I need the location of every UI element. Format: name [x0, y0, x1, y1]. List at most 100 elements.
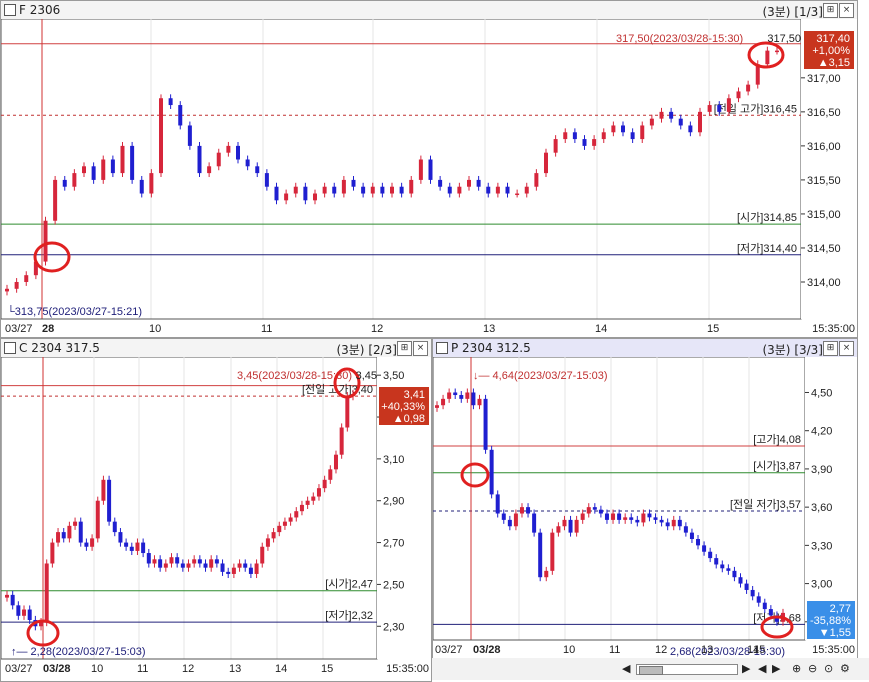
candle-body: [696, 538, 701, 546]
candle-body: [345, 396, 350, 428]
zoom-fit-icon[interactable]: ⊙: [824, 662, 834, 675]
y-tick-label: 2,30: [383, 621, 404, 633]
scroll-right-button[interactable]: ▶: [742, 662, 751, 675]
candle-body: [90, 538, 95, 547]
candle-body: [717, 105, 722, 112]
chart-navigation-bar: ◀ ▶ ◀ ▶ ⊕ ⊖ ⊙ ⚙: [432, 658, 869, 680]
candle-body: [630, 132, 635, 140]
scroll-thumb[interactable]: [639, 666, 663, 675]
y-tick-label: 315,00: [807, 209, 841, 221]
candle-body: [683, 526, 688, 533]
call-chart[interactable]: 3,503,303,102,902,702,502,30[전일 고가]3,40[…: [1, 357, 431, 681]
put-settings-icon[interactable]: ⊞: [823, 341, 838, 356]
put-checkbox[interactable]: [436, 342, 448, 354]
futures-checkbox[interactable]: [4, 4, 16, 16]
candle-body: [671, 519, 676, 527]
y-tick-label: 3,00: [811, 579, 832, 591]
scroll-track[interactable]: [636, 664, 738, 675]
x-tick-label: 15: [753, 644, 765, 656]
prev-low-label: [전일 저가]3,57: [730, 497, 801, 511]
highlight-circle: [333, 367, 361, 399]
candle-body: [22, 609, 27, 616]
x-tick-label: 15: [321, 663, 333, 675]
futures-timeframe: (3분) [1/3]: [762, 5, 823, 19]
candle-body: [255, 166, 260, 174]
candle-body: [265, 538, 270, 547]
candle-body: [513, 513, 518, 527]
futures-close-icon[interactable]: ×: [839, 3, 854, 18]
scroll-left-button[interactable]: ◀: [622, 662, 631, 675]
candle-body: [264, 173, 269, 187]
candle-body: [169, 557, 174, 564]
candle-body: [428, 159, 433, 180]
candle-body: [231, 567, 236, 574]
plot-area: [1, 19, 802, 320]
low-label: [저가]2,32: [325, 609, 373, 622]
candle-body: [572, 132, 577, 140]
call-settings-icon[interactable]: ⊞: [397, 341, 412, 356]
candle-body: [707, 105, 712, 112]
candle-body: [665, 522, 670, 527]
candle-body: [299, 504, 304, 512]
put-title-bar[interactable]: P 2304 312.5 (3분) [3/3] ⊞ ×: [433, 339, 857, 358]
y-tick-label: 317,00: [807, 73, 841, 85]
y-tick-label: 314,50: [807, 243, 841, 255]
call-close-icon[interactable]: ×: [413, 341, 428, 356]
candle-body: [288, 517, 293, 522]
highlight-circle: [26, 619, 60, 647]
call-title-bar[interactable]: C 2304 317.5 (3분) [2/3] ⊞ ×: [1, 339, 431, 358]
candle-body: [303, 186, 308, 201]
put-close-icon[interactable]: ×: [839, 341, 854, 356]
badge-change: ▲3,15: [818, 57, 850, 69]
candle-body: [447, 186, 452, 194]
high-value-label: 317,50: [767, 33, 801, 45]
candle-body: [495, 186, 500, 194]
zoom-out-icon[interactable]: ⊖: [808, 662, 818, 675]
x-tick-label: 03/27: [5, 323, 33, 335]
candle-body: [53, 179, 58, 221]
futures-title-bar[interactable]: F 2306 (3분) [1/3] ⊞ ×: [1, 1, 857, 20]
candle-body: [118, 532, 123, 543]
y-tick-label: 316,50: [807, 107, 841, 119]
futures-chart[interactable]: 317,00 316,50 316,00 315,50 315,00 314,50 314,…: [1, 19, 857, 337]
futures-settings-icon[interactable]: ⊞: [823, 3, 838, 18]
put-chart[interactable]: 4,504,203,903,603,303,002,70[고가]4,08[시가]…: [433, 357, 857, 659]
candle-body: [582, 139, 587, 146]
x-tick-label: 13: [701, 644, 713, 656]
badge-percent: +1,00%: [812, 45, 850, 57]
candle-body: [67, 525, 72, 539]
candle-body: [78, 521, 83, 543]
candle-body: [418, 159, 423, 180]
candle-body: [447, 392, 452, 399]
candle-body: [84, 542, 89, 547]
zoom-in-icon[interactable]: ⊕: [792, 662, 802, 675]
y-tick-label: 2,90: [383, 496, 404, 508]
x-tick-label: 10: [91, 663, 103, 675]
candle-body: [659, 111, 664, 119]
candle-body: [101, 159, 106, 180]
wrench-icon[interactable]: ⚙: [840, 662, 850, 675]
x-tick-label: 10: [563, 644, 575, 656]
candle-body: [465, 392, 470, 399]
candle-body: [112, 521, 117, 533]
candle-body: [629, 517, 634, 520]
candle-body: [178, 105, 183, 126]
candle-body: [207, 166, 212, 174]
candle-body: [640, 125, 645, 140]
candle-body: [635, 519, 640, 523]
y-tick-label: 4,20: [811, 426, 832, 438]
play-right-icon[interactable]: ▶: [772, 662, 781, 675]
candle-body: [486, 186, 491, 194]
candle-body: [586, 507, 591, 514]
play-left-icon[interactable]: ◀: [758, 662, 767, 675]
call-checkbox[interactable]: [4, 342, 16, 354]
candle-body: [399, 186, 404, 194]
x-tick-label: 12: [371, 323, 383, 335]
candle-body: [333, 454, 338, 470]
candle-body: [738, 577, 743, 584]
candle-body: [409, 179, 414, 194]
candle-body: [519, 507, 524, 514]
candle-body: [736, 91, 741, 99]
candle-body: [180, 563, 185, 568]
y-tick-label: 4,50: [811, 387, 832, 399]
